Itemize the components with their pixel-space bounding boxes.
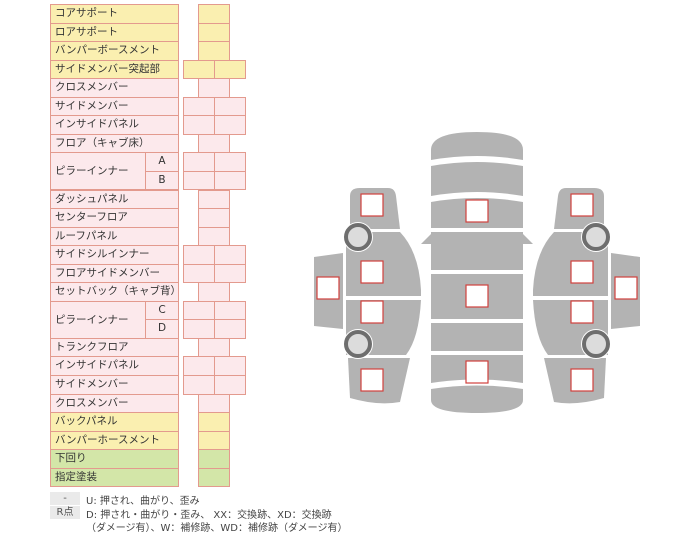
legend-r-text-2: （ダメージ有）、W：補修跡、WD：補修跡（ダメージ有） [86,523,348,534]
check-cell-right[interactable] [214,115,246,135]
row-label: フロアサイドメンバー [50,263,179,284]
row-label: バンパーホースメント [50,430,179,451]
inspection-box[interactable] [360,193,384,217]
inspection-box[interactable] [465,199,489,223]
check-cell-right[interactable] [214,375,246,395]
inspection-box[interactable] [570,193,594,217]
legend-dash-key: - [50,492,80,505]
row-label: バックパネル [50,412,179,432]
row-label: ピラーインナー [50,152,146,191]
row-label: クロスメンバー [50,393,179,414]
row-sublabel: A [145,152,179,172]
inspection-box[interactable] [465,284,489,308]
row-label: ピラーインナー [50,300,146,339]
inspection-box[interactable] [570,368,594,392]
inspection-box[interactable] [316,276,340,300]
check-cell-right[interactable] [214,170,246,191]
inspection-box[interactable] [570,260,594,284]
check-cell-right[interactable] [214,263,246,284]
row-label: フロア（キャブ床） [50,133,179,154]
inspection-box[interactable] [360,300,384,324]
row-label: バンパーボースメント [50,41,179,61]
check-cell-right[interactable] [214,319,246,339]
inspection-box[interactable] [614,276,638,300]
row-label: サイドメンバー [50,96,179,117]
check-cell[interactable] [198,467,230,488]
check-cell-right[interactable] [214,59,246,80]
row-label: サイドシルインナー [50,245,179,265]
row-label: サイドメンバー突起部 [50,59,179,80]
legend-dash-text: U: 押され、曲がり、歪み [86,496,200,507]
row-label: クロスメンバー [50,78,179,98]
row-label: 指定塗装 [50,467,179,488]
row-sublabel: C [145,300,179,321]
row-label: センターフロア [50,208,179,228]
inspection-box[interactable] [360,368,384,392]
inspection-box[interactable] [360,260,384,284]
inspection-box[interactable] [570,300,594,324]
legend-r-text-1: D: 押され・曲がり・歪み、 XX：交換跡、XD：交換跡 [86,510,332,521]
row-label: インサイドパネル [50,115,179,135]
legend-r-key: R点 [50,506,80,519]
inspection-box[interactable] [465,360,489,384]
